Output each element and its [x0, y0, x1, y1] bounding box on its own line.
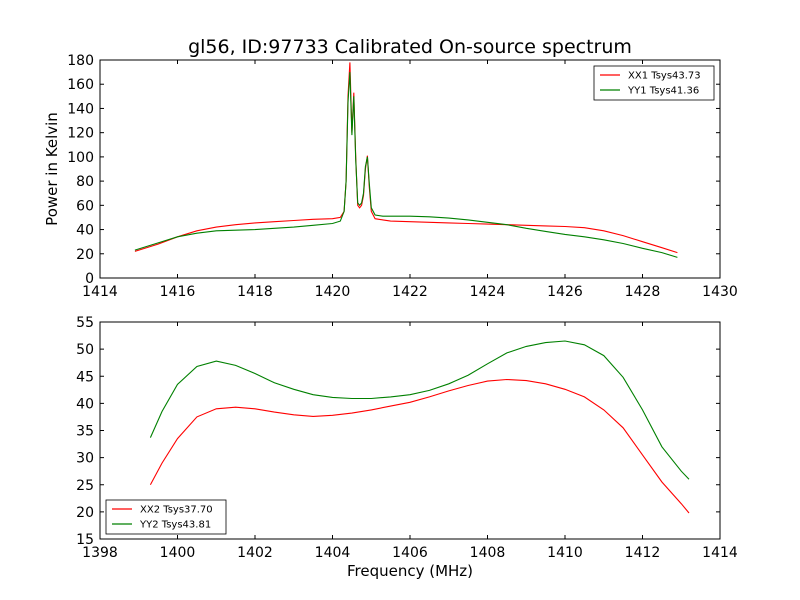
legend-box: [593, 65, 715, 101]
x-tick-label: 1402: [237, 545, 273, 561]
y-tick-label: 100: [67, 150, 94, 166]
y-tick-label: 25: [76, 478, 94, 494]
legend-label: YY1 Tsys41.36: [627, 86, 699, 97]
y-tick-label: 40: [76, 223, 94, 239]
y-tick-label: 20: [76, 505, 94, 521]
y-tick-label: 50: [76, 342, 94, 358]
y-tick-label: 55: [76, 315, 94, 331]
y-tick-label: 120: [67, 126, 94, 142]
y-tick-label: 30: [76, 451, 94, 467]
x-tick-label: 1416: [160, 284, 196, 300]
legend-label: XX1 Tsys43.73: [628, 71, 701, 82]
x-tick-label: 1398: [82, 545, 118, 561]
x-tick-label: 1408: [470, 545, 506, 561]
chart-title: gl56, ID:97733 Calibrated On-source spec…: [188, 36, 632, 58]
x-tick-label: 1400: [160, 545, 196, 561]
y-tick-label: 80: [76, 174, 94, 190]
x-axis-label: Frequency (MHz): [347, 562, 473, 580]
y-tick-label: 140: [67, 101, 94, 117]
x-tick-label: 1426: [547, 284, 583, 300]
series-line-1: [149, 378, 690, 514]
legend: XX1 Tsys43.73 YY1 Tsys41.36: [593, 65, 715, 101]
x-tick-label: 1406: [392, 545, 428, 561]
x-tick-label: 1410: [547, 545, 583, 561]
y-tick-label: 40: [76, 396, 94, 412]
y-tick-label: 160: [67, 77, 94, 93]
y-tick-label: 0: [85, 271, 94, 287]
x-tick-label: 1414: [702, 545, 738, 561]
y-tick-label: 60: [76, 198, 94, 214]
legend-label: XX2 Tsys37.70: [140, 505, 213, 516]
x-tick-label: 1428: [625, 284, 661, 300]
x-tick-label: 1404: [315, 545, 351, 561]
legend-label: YY2 Tsys43.81: [139, 520, 211, 531]
legend-box: [105, 499, 227, 535]
x-tick-label: 1430: [702, 284, 738, 300]
bottom-panel: 1398 1400 1402 1404 1406 1408 1410 1412 1414 15 20…: [76, 315, 738, 561]
y-tick-label: 180: [67, 53, 94, 69]
series-line-2: [149, 340, 690, 480]
legend: XX2 Tsys37.70 YY2 Tsys43.81: [105, 499, 227, 535]
series-line-2: [134, 72, 678, 258]
x-tick-label: 1422: [392, 284, 428, 300]
x-tick-label: 1420: [315, 284, 351, 300]
x-tick-label: 1412: [625, 545, 661, 561]
y-tick-label: 35: [76, 424, 94, 440]
x-tick-label: 1414: [82, 284, 118, 300]
x-tick-label: 1418: [237, 284, 273, 300]
top-panel: 1414 1416 1418 1420 1422 1424 1426 1428 1430 0 20 4…: [67, 53, 738, 300]
y-axis-label: Power in Kelvin: [43, 112, 61, 226]
x-tick-label: 1424: [470, 284, 506, 300]
y-tick-label: 15: [76, 532, 94, 548]
y-tick-label: 20: [76, 247, 94, 263]
y-tick-label: 45: [76, 369, 94, 385]
